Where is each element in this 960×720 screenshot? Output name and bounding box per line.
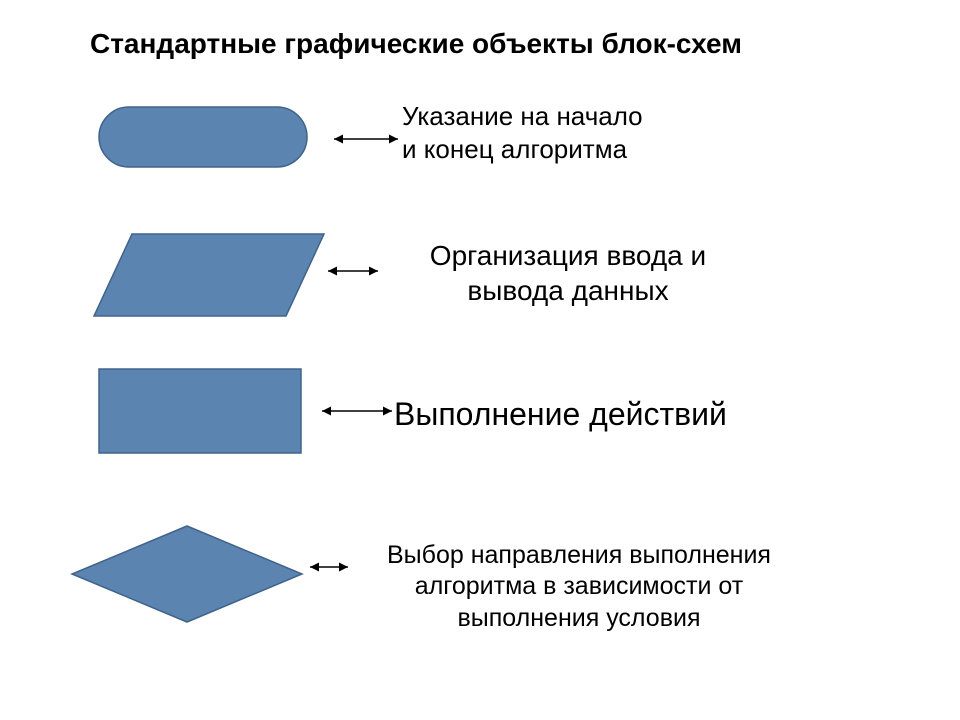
shape-parallelogram <box>92 232 326 323</box>
page-title: Стандартные графические объекты блок-схе… <box>90 28 742 60</box>
label-parallelogram: Организация ввода и вывода данных <box>378 238 758 308</box>
arrow-rectangle <box>316 404 398 423</box>
shape-rectangle <box>98 368 302 459</box>
row-parallelogram <box>92 232 326 323</box>
shape-diamond <box>70 524 304 629</box>
row-rectangle <box>98 368 302 459</box>
shape-terminator <box>98 106 308 173</box>
row-terminator <box>98 106 308 173</box>
arrow-parallelogram <box>322 264 384 283</box>
label-rectangle: Выполнение действий <box>394 394 814 434</box>
label-terminator: Указание на начало и конец алгоритма <box>402 100 662 165</box>
label-diamond: Выбор направления выполнения алгоритма в… <box>344 540 814 634</box>
row-diamond <box>70 524 304 629</box>
arrow-terminator <box>328 132 404 151</box>
